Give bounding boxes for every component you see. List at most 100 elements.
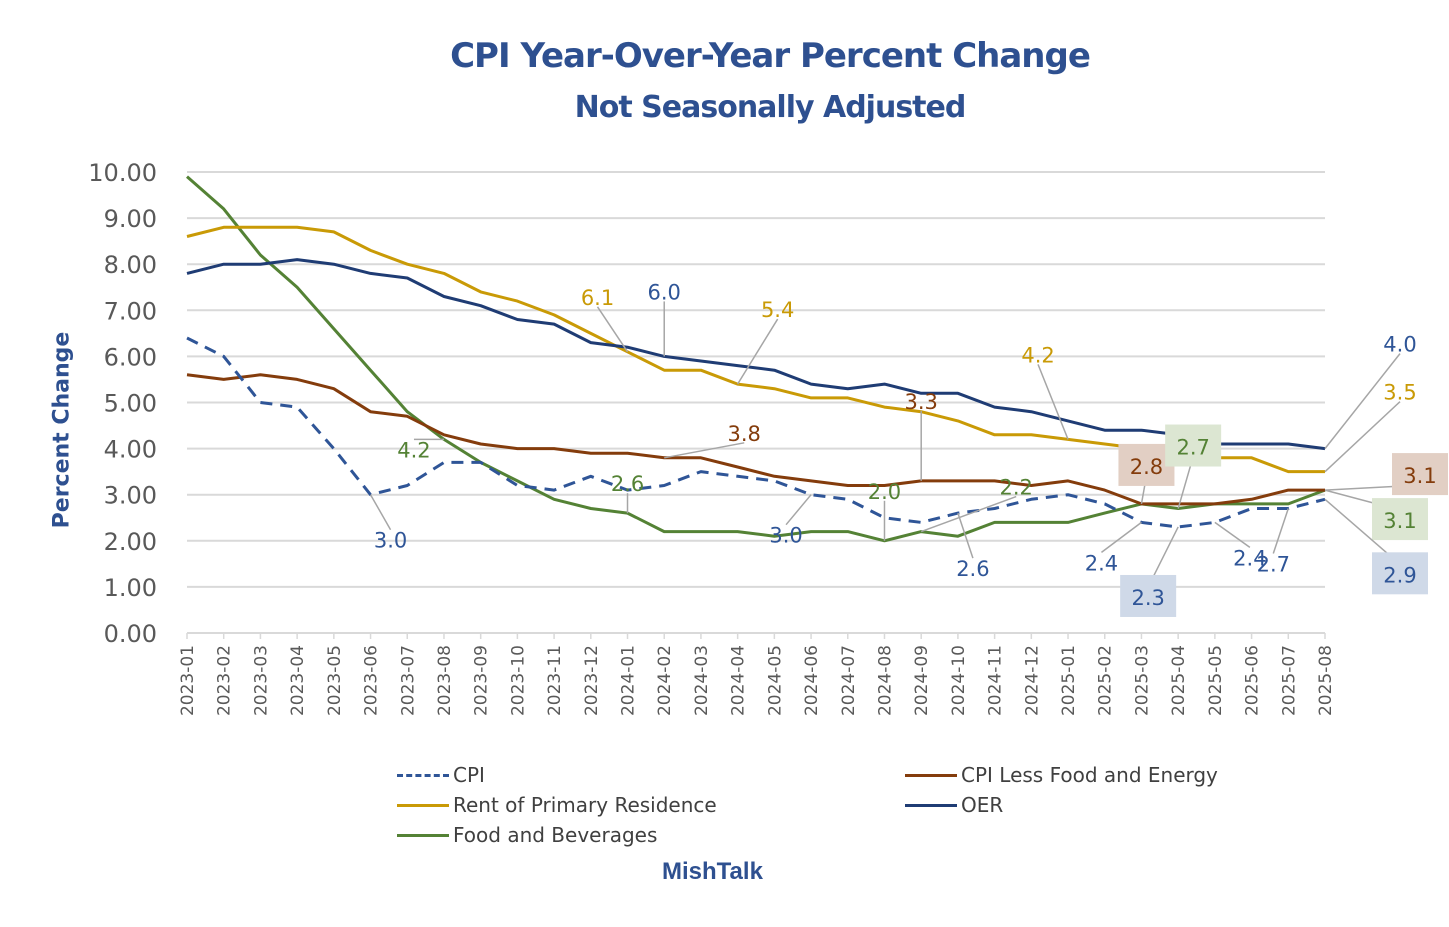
data-label: 3.0 xyxy=(769,524,802,548)
legend-label: CPI Less Food and Energy xyxy=(961,763,1218,787)
y-tick-label: 4.00 xyxy=(104,436,157,464)
data-label: 2.9 xyxy=(1383,563,1416,587)
x-tick-label: 2023-08 xyxy=(435,645,455,716)
data-label: 3.1 xyxy=(1383,509,1416,533)
gridlines xyxy=(187,171,1325,634)
leader-line xyxy=(957,512,974,559)
leader-line xyxy=(1324,401,1401,473)
x-tick-label: 2025-03 xyxy=(1132,645,1152,716)
label-box xyxy=(1392,453,1448,496)
x-tick-label: 2025-02 xyxy=(1096,645,1116,716)
x-tick-label: 2024-09 xyxy=(912,645,932,716)
data-label: 6.1 xyxy=(581,286,614,310)
legend-swatch xyxy=(905,773,957,777)
legend-label: Rent of Primary Residence xyxy=(453,793,717,817)
data-label: 2.6 xyxy=(611,472,644,496)
legend-label: OER xyxy=(961,793,1004,817)
leader-line xyxy=(1324,353,1401,450)
source-credit: MishTalk xyxy=(662,858,763,885)
label-box xyxy=(1165,424,1222,467)
x-axis-ticks: 2023-01 2023-02 2023-03 2023-04 2023-05 2023-… xyxy=(178,632,1336,716)
y-tick-label: 0.00 xyxy=(104,620,157,648)
legend-item-rent: Rent of Primary Residence xyxy=(397,793,717,817)
x-tick-label: 2023-06 xyxy=(362,645,382,716)
legend-swatch xyxy=(397,803,449,807)
series-line-oer xyxy=(186,258,1326,451)
chart-subtitle: Not Seasonally Adjusted xyxy=(574,90,967,125)
data-label: 3.8 xyxy=(728,422,761,446)
x-tick-label: 2025-06 xyxy=(1243,645,1263,716)
label-box xyxy=(1372,552,1428,595)
line-chart: 0.00 1.00 2.00 3.00 4.00 5.00 6.00 7.00 8.00 9.00… xyxy=(88,159,1448,716)
x-tick-label: 2024-12 xyxy=(1022,645,1042,716)
data-label: 2.4 xyxy=(1085,551,1118,575)
legend-swatch xyxy=(397,833,449,837)
y-tick-label: 1.00 xyxy=(104,574,157,602)
leader-line xyxy=(920,495,1017,533)
data-label: 2.7 xyxy=(1176,436,1209,460)
leader-line xyxy=(1214,521,1251,548)
legend-swatch xyxy=(905,803,957,807)
data-label: 2.6 xyxy=(956,557,989,581)
label-box xyxy=(1120,574,1177,617)
x-tick-label: 2023-04 xyxy=(288,645,308,716)
data-label: 2.3 xyxy=(1131,586,1164,610)
data-label: 4.0 xyxy=(1383,333,1416,357)
legend-label: Food and Beverages xyxy=(453,823,658,847)
x-tick-label: 2023-09 xyxy=(472,645,492,716)
data-label: 3.3 xyxy=(904,390,937,414)
legend-item-core-cpi: CPI Less Food and Energy xyxy=(905,763,1218,787)
leader-line xyxy=(1037,364,1069,440)
data-label: 2.2 xyxy=(999,476,1032,500)
legend-item-food: Food and Beverages xyxy=(397,823,657,847)
data-label: 4.2 xyxy=(1021,343,1054,367)
series-line-food-and-beverages xyxy=(186,175,1326,543)
leader-line xyxy=(737,318,779,385)
x-tick-label: 2024-03 xyxy=(692,645,712,716)
x-tick-label: 2024-07 xyxy=(839,645,859,716)
x-tick-label: 2024-11 xyxy=(986,645,1006,716)
x-tick-label: 2024-01 xyxy=(619,645,639,716)
x-tick-label: 2024-10 xyxy=(949,645,969,716)
series-line-cpi-less-food-and-energy xyxy=(186,373,1325,506)
x-tick-label: 2023-10 xyxy=(508,645,528,716)
leader-line xyxy=(596,306,629,353)
data-label: 4.2 xyxy=(397,438,430,462)
legend-swatch xyxy=(397,773,449,777)
legend-item-oer: OER xyxy=(905,793,1003,817)
y-axis-ticks: 0.00 1.00 2.00 3.00 4.00 5.00 6.00 7.00 8.00 9.00… xyxy=(88,159,157,648)
leader-line xyxy=(369,494,392,531)
x-tick-label: 2025-08 xyxy=(1316,645,1336,716)
y-tick-label: 5.00 xyxy=(104,390,157,418)
y-tick-label: 2.00 xyxy=(104,528,157,556)
data-label: 3.0 xyxy=(374,529,407,553)
data-label: 3.1 xyxy=(1403,464,1436,488)
y-tick-label: 6.00 xyxy=(104,343,157,371)
label-box xyxy=(1118,443,1175,486)
leader-line xyxy=(1101,521,1142,553)
data-label: 5.4 xyxy=(761,298,794,322)
leader-line xyxy=(785,494,812,526)
x-tick-label: 2023-05 xyxy=(325,645,345,716)
data-label: 2.4 xyxy=(1233,546,1266,570)
x-tick-label: 2025-05 xyxy=(1206,645,1226,716)
x-tick-label: 2024-08 xyxy=(875,645,895,716)
x-tick-label: 2023-01 xyxy=(178,645,198,716)
data-label: 2.8 xyxy=(1130,455,1163,479)
y-tick-label: 10.00 xyxy=(88,159,157,187)
data-label: 2.7 xyxy=(1257,553,1290,577)
x-tick-label: 2023-11 xyxy=(545,645,565,716)
label-box xyxy=(1372,498,1428,541)
x-tick-label: 2023-02 xyxy=(215,645,235,716)
data-label: 6.0 xyxy=(648,280,681,304)
x-tick-label: 2023-12 xyxy=(582,645,602,716)
data-labels: 6.1 6.0 5.4 4.2 3.0 2.6 3.8 3.0 3.3 2.0 2.6 2.2 4.2 2… xyxy=(369,280,1448,617)
legend-label: CPI xyxy=(453,763,485,787)
x-tick-label: 2024-04 xyxy=(729,645,749,716)
chart-title: CPI Year-Over-Year Percent Change xyxy=(450,36,1091,76)
legend-item-cpi: CPI xyxy=(397,763,485,787)
x-tick-label: 2024-02 xyxy=(655,645,675,716)
y-tick-label: 3.00 xyxy=(104,482,157,510)
x-tick-label: 2025-04 xyxy=(1169,645,1189,716)
series-lines xyxy=(186,175,1326,543)
